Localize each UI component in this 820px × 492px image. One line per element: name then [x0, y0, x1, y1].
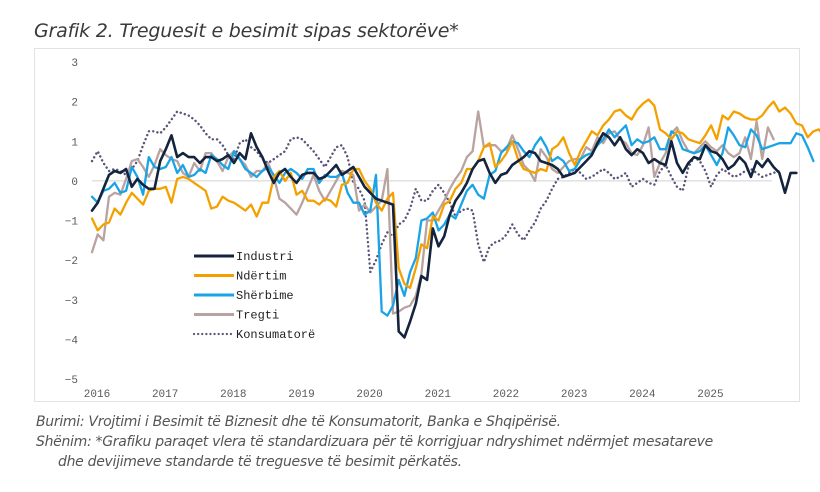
series-line-shrbime	[90, 124, 815, 317]
x-tick-label: 2021	[425, 389, 452, 401]
y-tick-label: −2	[65, 256, 78, 268]
legend-label: Tregti	[236, 309, 279, 323]
legend-label: Ndërtim	[236, 270, 286, 284]
footnote-line-2: dhe devijimeve standarde të treguesve të…	[58, 454, 462, 470]
footnote-line-1: Shënim: *Grafiku paraqet vlera të standa…	[36, 434, 713, 450]
chart-notes: Burimi: Vrojtimi i Besimit të Biznesit d…	[36, 412, 713, 472]
y-tick-label: −5	[65, 375, 78, 387]
y-tick-label: 2	[71, 98, 78, 110]
x-axis: 2016 2017 2018 2019 2020 2021 2022 2023 2024 2025	[84, 389, 724, 401]
y-tick-label: −3	[65, 296, 78, 308]
x-tick-label: 2017	[152, 389, 178, 401]
y-tick-label: 3	[71, 58, 78, 70]
x-tick-label: 2018	[220, 389, 246, 401]
y-tick-label: 1	[71, 137, 78, 149]
x-tick-label: 2016	[84, 389, 110, 401]
y-tick-label: −4	[65, 335, 79, 347]
series-line-industri	[90, 132, 798, 339]
y-axis: 3 2 1 0 −1 −2 −3 −4 −5	[65, 58, 79, 387]
x-tick-label: 2019	[288, 389, 314, 401]
legend-label: Industri	[236, 250, 294, 264]
x-tick-label: 2025	[697, 389, 723, 401]
legend-label: Shërbime	[236, 289, 294, 303]
series-line-ndrtim	[90, 98, 820, 290]
series-layer	[90, 98, 820, 339]
legend: Industri Ndërtim Shërbime Tregti Konsumatorë	[192, 250, 315, 342]
x-tick-label: 2024	[629, 389, 656, 401]
chart-title: Grafik 2. Treguesit e besimit sipas sekt…	[34, 20, 459, 42]
chart-frame	[34, 48, 800, 402]
x-tick-label: 2022	[493, 389, 519, 401]
y-tick-label: −1	[65, 217, 79, 229]
y-tick-label: 0	[71, 177, 78, 189]
source-note: Burimi: Vrojtimi i Besimit të Biznesit d…	[36, 414, 561, 430]
legend-label: Konsumatorë	[236, 328, 315, 342]
x-tick-label: 2023	[561, 389, 587, 401]
x-tick-label: 2020	[356, 389, 382, 401]
